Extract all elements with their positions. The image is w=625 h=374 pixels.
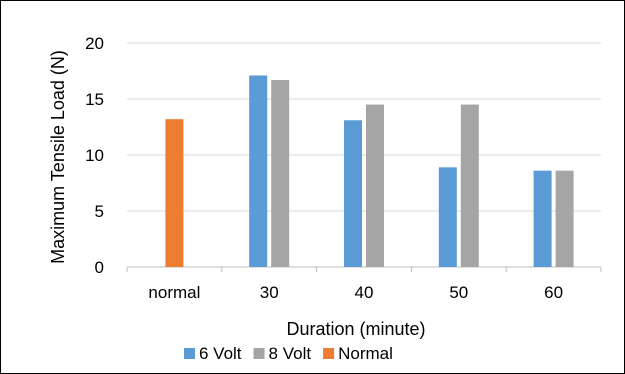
y-tick-label: 10: [85, 146, 104, 165]
x-tick-label: 50: [449, 283, 468, 302]
y-tick-label: 15: [85, 90, 104, 109]
bar-6-volt: [438, 167, 457, 267]
legend-swatch-normal: [323, 348, 335, 359]
y-axis-title: Maximum Tensile Load (N): [48, 50, 68, 264]
y-tick-label: 0: [95, 258, 104, 277]
x-axis-title: Duration (minute): [286, 319, 425, 339]
legend-swatch-6-volt: [184, 348, 195, 359]
bar-6-volt: [249, 75, 268, 267]
x-tick-label: 30: [260, 283, 279, 302]
bar-normal: [165, 119, 184, 267]
legend-label-6-volt: 6 Volt: [199, 344, 242, 363]
bar-8-volt: [366, 104, 384, 267]
legend-swatch-8-volt: [253, 348, 265, 359]
bar-6-volt: [533, 170, 552, 267]
y-tick-label: 5: [95, 202, 104, 221]
x-tick-label: 60: [544, 283, 563, 302]
bar-8-volt: [271, 79, 290, 268]
legend-label-normal: Normal: [338, 344, 393, 363]
legend-label-8-volt: 8 Volt: [269, 344, 312, 363]
bar-8-volt: [555, 170, 574, 267]
bar-6-volt: [344, 120, 362, 267]
bar-8-volt: [460, 104, 479, 267]
x-tick-label: normal: [148, 283, 200, 302]
x-tick-label: 40: [355, 283, 374, 302]
y-tick-label: 20: [85, 34, 104, 53]
